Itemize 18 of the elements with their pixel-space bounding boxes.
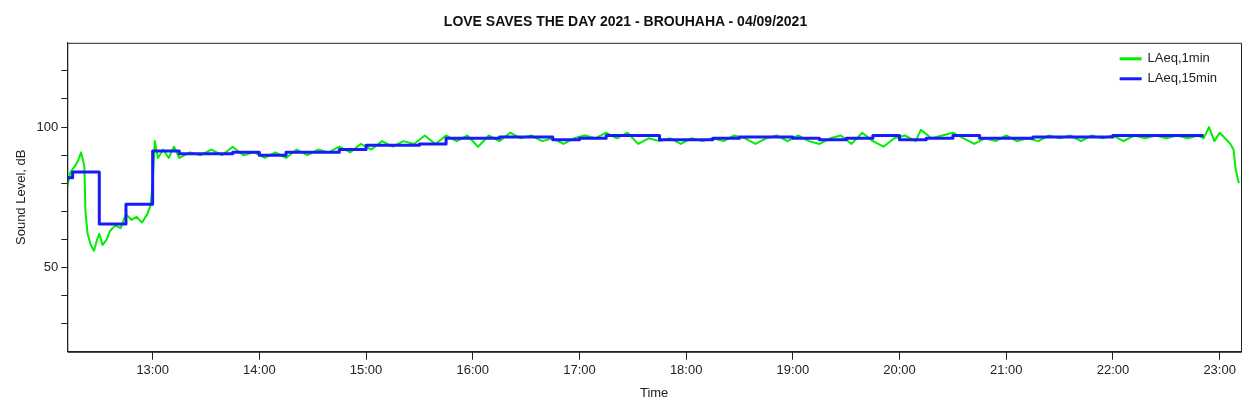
x-tick-label: 16:00 <box>456 362 490 378</box>
y-axis-title: Sound Level, dB <box>13 149 29 245</box>
y-tick-label: 50 <box>43 259 59 275</box>
x-axis-title: Time <box>639 384 669 400</box>
x-tick-label: 17:00 <box>563 362 596 378</box>
x-tick-label: 13:00 <box>136 362 169 378</box>
y-tick-label: 100 <box>36 118 59 134</box>
x-tick-label: 14:00 <box>243 362 276 378</box>
x-tick-label: 23:00 <box>1203 362 1236 378</box>
x-tick-label: 19:00 <box>776 362 810 378</box>
x-tick-label: 18:00 <box>669 362 703 378</box>
legend-label: LAeq,15min <box>1147 70 1218 86</box>
chart-title: LOVE SAVES THE DAY 2021 - BROUHAHA - 04/09/2021 <box>443 13 808 30</box>
x-tick-label: 15:00 <box>349 362 383 378</box>
x-tick-label: 20:00 <box>883 362 916 378</box>
legend-label: LAeq,1min <box>1147 50 1210 66</box>
x-tick-label: 22:00 <box>1096 362 1130 378</box>
x-tick-label: 21:00 <box>989 362 1023 378</box>
